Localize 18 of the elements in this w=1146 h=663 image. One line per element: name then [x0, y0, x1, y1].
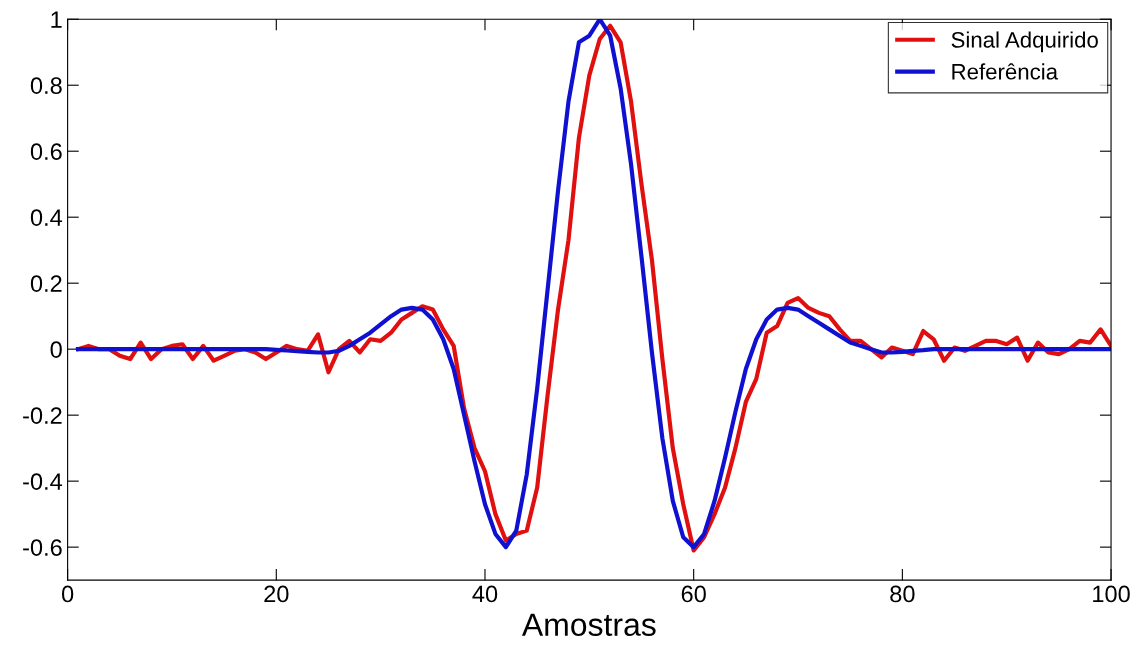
x-tick-label: 40	[472, 585, 498, 603]
x-tick-label: 100	[1093, 585, 1130, 603]
x-tick-label: 60	[681, 585, 706, 603]
x-tick-label: 20	[264, 585, 289, 603]
x-tick-label: 0	[61, 585, 74, 603]
legend-label: Referência	[952, 63, 1059, 80]
x-axis-title: Amostras	[521, 613, 656, 637]
y-tick-label: 0.8	[30, 77, 62, 94]
y-tick-label: 0.4	[30, 209, 63, 226]
y-tick-label: 0.6	[30, 143, 62, 160]
y-tick-label: -0.6	[23, 539, 62, 556]
y-tick-label: -0.2	[23, 407, 62, 424]
y-tick-label: 0.2	[30, 275, 62, 292]
y-tick-label: 0	[50, 341, 62, 358]
y-tick-label: 1	[51, 11, 62, 28]
legend-label: Sinal Adquirido	[951, 31, 1098, 53]
x-tick-label: 80	[890, 585, 915, 603]
y-tick-label: -0.4	[23, 473, 63, 490]
